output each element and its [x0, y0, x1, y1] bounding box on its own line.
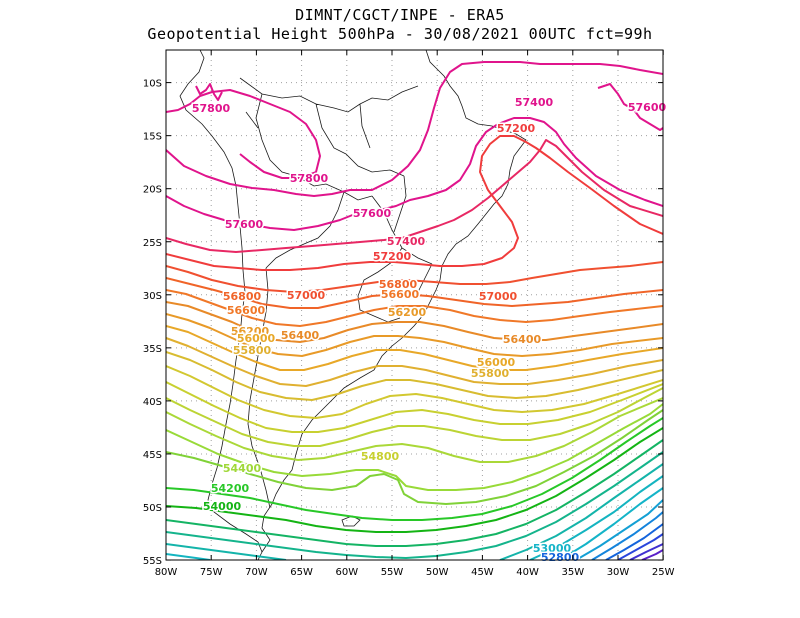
contour-labels: 57800 57800 57600 57600 57400 57600 57200 57400… — [190, 95, 668, 566]
lat-tick-label: 35S — [143, 344, 162, 355]
lat-tick-label: 15S — [143, 132, 162, 143]
lon-tick-label: 35W — [561, 567, 584, 578]
contour-label: 57400 — [387, 235, 426, 248]
contour-57400 — [166, 139, 663, 253]
contour-54400 — [166, 409, 663, 505]
lat-tick-label: 30S — [143, 291, 162, 302]
contour-55800 — [166, 337, 663, 387]
map-title-line-2: Geopotential Height 500hPa - 30/08/2021 … — [147, 25, 653, 43]
contour-label: 57600 — [628, 101, 667, 114]
contour-56000 — [166, 325, 663, 371]
contour-label: 57200 — [497, 122, 536, 135]
contour-53600 — [166, 451, 663, 559]
contour-57600-east — [597, 83, 663, 131]
lon-tick-label: 60W — [335, 567, 358, 578]
contour-label: 57000 — [287, 289, 326, 302]
contour-55200 — [166, 381, 663, 433]
contour-label: 57000 — [479, 290, 518, 303]
contour-56800 — [166, 277, 663, 309]
contour-55000 — [166, 387, 663, 447]
contour-57800-north — [166, 89, 321, 179]
contour-label: 57800 — [290, 172, 329, 185]
lon-tick-label: 65W — [290, 567, 313, 578]
contour-52200 — [617, 533, 663, 560]
lat-tick-label: 20S — [143, 185, 162, 196]
contour-label: 56600 — [227, 304, 266, 317]
map-title-line-1: DIMNT/CGCT/INPE - ERA5 — [295, 6, 505, 24]
contour-label: 52800 — [541, 551, 580, 564]
contour-label: 56800 — [223, 290, 262, 303]
lat-tick-label: 25S — [143, 238, 162, 249]
contour-52000 — [629, 543, 663, 560]
lon-tick-label: 50W — [426, 567, 449, 578]
lat-tick-label: 55S — [143, 556, 162, 567]
contour-label: 57200 — [373, 250, 412, 263]
lon-tick-label: 55W — [381, 567, 404, 578]
contour-label: 56400 — [503, 333, 542, 346]
lon-tick-label: 40W — [516, 567, 539, 578]
contour-label: 54400 — [223, 462, 262, 475]
contour-52400 — [605, 523, 663, 560]
lat-tick-label: 45S — [143, 450, 162, 461]
contour-53200 — [166, 475, 663, 560]
contour-57600 — [166, 61, 663, 197]
lon-tick-label: 45W — [471, 567, 494, 578]
contour-56400 — [166, 301, 663, 343]
lon-tick-label: 70W — [245, 567, 268, 578]
contour-label: 56200 — [231, 325, 270, 338]
contour-56600 — [166, 289, 663, 327]
plot-frame — [165, 49, 664, 561]
contour-54600 — [166, 403, 663, 491]
contour-label: 57600 — [225, 218, 264, 231]
latitude-axis: 10S 15S 20S 25S 30S 35S 40S 45S 50S 55S — [143, 79, 663, 567]
contour-label: 56000 — [477, 356, 516, 369]
contour-55400 — [166, 365, 663, 419]
contour-label: 55800 — [233, 344, 272, 357]
contour-label: 55800 — [471, 367, 510, 380]
contour-label: 56000 — [237, 332, 276, 345]
contour-label: 54200 — [211, 482, 250, 495]
contour-56200 — [166, 313, 663, 357]
lat-tick-label: 50S — [143, 503, 162, 514]
lon-tick-label: 30W — [607, 567, 630, 578]
contour-57800-west — [195, 83, 223, 101]
contour-53000 — [559, 487, 663, 560]
contour-label: 56200 — [388, 306, 427, 319]
contour-52600 — [591, 511, 663, 560]
contour-54200 — [166, 417, 663, 521]
lon-tick-label: 75W — [200, 567, 223, 578]
contour-57200 — [166, 135, 663, 271]
contour-55600 — [166, 351, 663, 401]
contour-label: 57800 — [192, 102, 231, 115]
contour-label: 53000 — [533, 542, 572, 555]
lat-tick-label: 10S — [143, 79, 162, 90]
contour-51800 — [641, 549, 663, 560]
height-contours — [166, 61, 663, 560]
contour-53800 — [166, 439, 663, 547]
contour-54000 — [166, 427, 663, 533]
contour-label: 57400 — [515, 96, 554, 109]
contour-52800 — [575, 499, 663, 560]
contour-label: 56600 — [381, 288, 420, 301]
lon-tick-label: 25W — [652, 567, 675, 578]
contour-label: 57600 — [353, 207, 392, 220]
contour-57000 — [166, 261, 663, 293]
contour-label: 54800 — [361, 450, 400, 463]
contour-57600-b — [166, 117, 663, 231]
contour-label: 54000 — [203, 500, 242, 513]
lon-tick-label: 80W — [155, 567, 178, 578]
longitude-axis: 80W 75W 70W 65W 60W 55W 50W 45W 40W 35W 30W 25W — [155, 50, 675, 578]
contour-54800 — [166, 397, 663, 463]
lat-tick-label: 40S — [143, 397, 162, 408]
contour-label: 56400 — [281, 329, 320, 342]
contour-53400 — [166, 463, 663, 560]
contour-label: 56800 — [379, 278, 418, 291]
